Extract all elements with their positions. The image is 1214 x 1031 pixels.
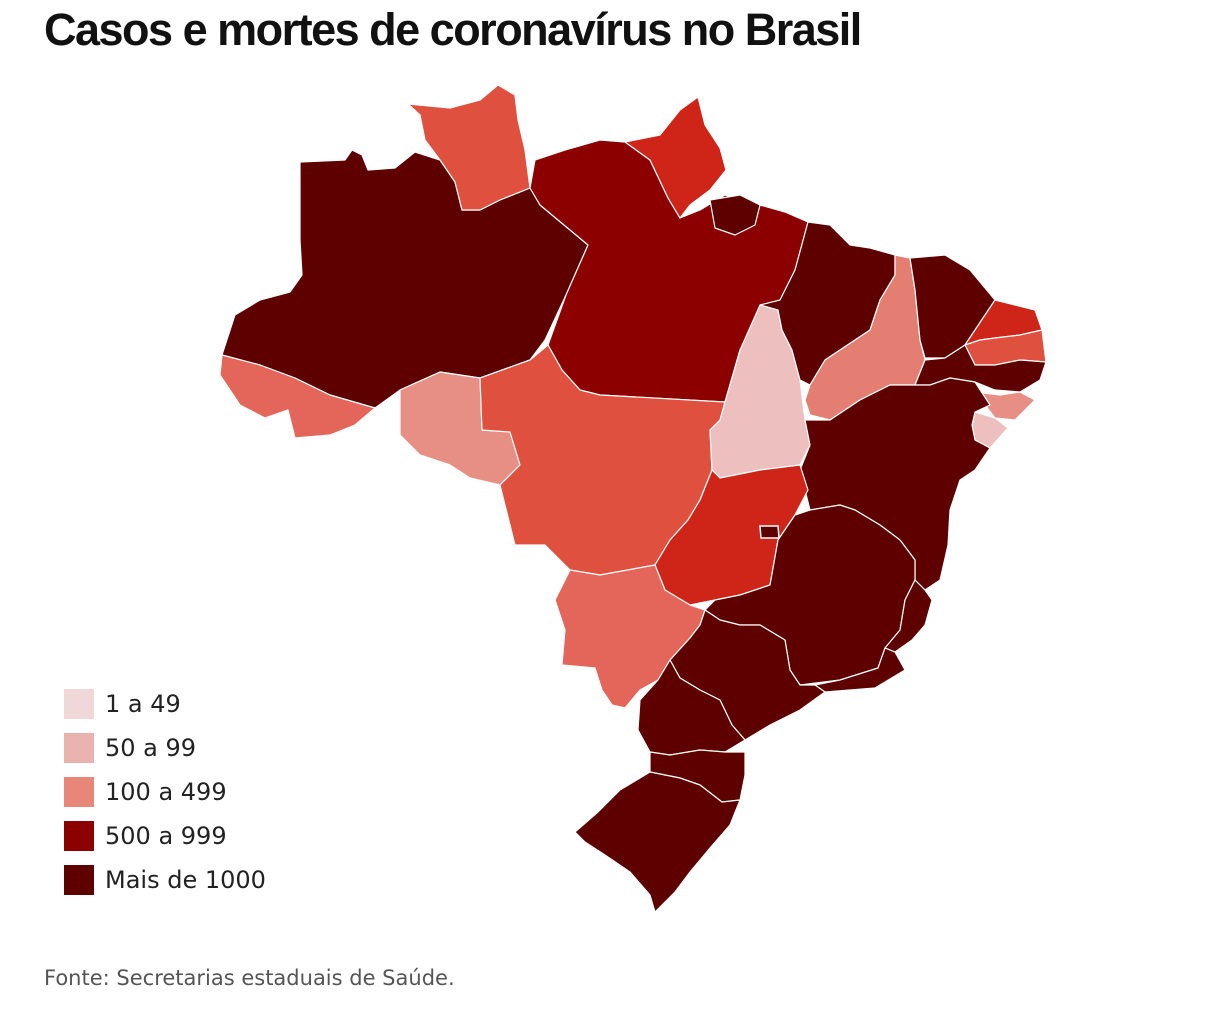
legend-label: 50 a 99 [105, 733, 197, 762]
legend-label: 1 a 49 [105, 689, 181, 718]
state-rs [574, 771, 741, 913]
state-es [884, 579, 933, 653]
legend-item: 500 a 999 [64, 820, 266, 851]
source-note: Fonte: Secretarias estaduais de Saúde. [44, 966, 455, 990]
legend-item: Mais de 1000 [64, 864, 266, 895]
legend: 1 a 49 50 a 99 100 a 499 500 a 999 Mais … [64, 688, 266, 908]
legend-swatch [64, 776, 94, 807]
state-rr [407, 84, 531, 211]
state-ac [219, 354, 376, 439]
state-df [759, 525, 780, 539]
map-title: Casos e mortes de coronavírus no Brasil [44, 4, 862, 55]
island-marajo [709, 194, 761, 236]
legend-item: 100 a 499 [64, 776, 266, 807]
legend-swatch [64, 864, 94, 895]
legend-swatch [64, 820, 94, 851]
legend-item: 1 a 49 [64, 688, 266, 719]
legend-swatch [64, 688, 94, 719]
legend-swatch [64, 732, 94, 763]
legend-label: Mais de 1000 [105, 865, 266, 894]
state-rj [814, 647, 906, 693]
legend-item: 50 a 99 [64, 732, 266, 763]
state-ap [624, 96, 727, 219]
legend-label: 500 a 999 [105, 821, 227, 850]
legend-label: 100 a 499 [105, 777, 227, 806]
state-pr [637, 659, 746, 756]
